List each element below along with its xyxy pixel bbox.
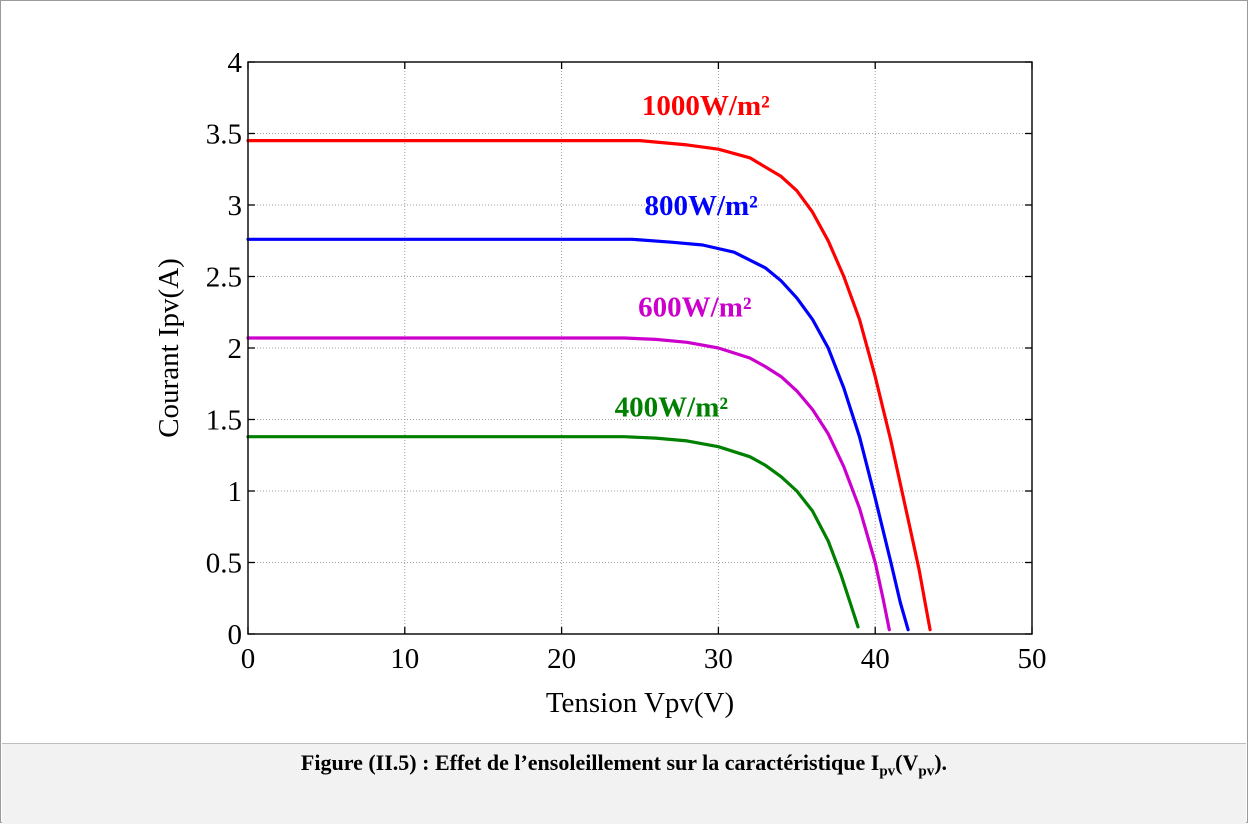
series-line-0 <box>246 139 932 632</box>
caption-middle: (V <box>895 750 919 775</box>
y-tick-label: 2 <box>228 333 243 365</box>
iv-chart: 0 10 20 30 40 50 0 0.5 1 1.5 2 2.5 3 3.5 4 Tension Vpv(… <box>153 47 1047 719</box>
y-tick-label: 0.5 <box>206 548 242 580</box>
y-tick-label: 3.5 <box>206 119 242 151</box>
y-axis-label: Courant Ipv(A) <box>153 258 185 438</box>
caption-sub1: pv <box>879 763 896 780</box>
x-tick-label: 30 <box>704 643 733 675</box>
caption-band: Figure (II.5) : Effet de l’ensoleillemen… <box>2 743 1246 824</box>
annotation-label-0: 1000W/m² <box>642 90 770 122</box>
caption-sub2: pv <box>918 763 935 780</box>
x-tick-label: 10 <box>390 643 419 675</box>
annotation-label-3: 400W/m² <box>615 392 729 424</box>
annotation-label-2: 600W/m² <box>638 292 752 324</box>
y-tick-label: 4 <box>228 47 243 79</box>
y-tick-label: 0 <box>228 619 243 651</box>
series-line-1 <box>246 237 910 632</box>
x-tick-label: 0 <box>241 643 256 675</box>
y-tick-label: 3 <box>228 190 243 222</box>
series-line-3 <box>246 435 860 629</box>
plot-background <box>248 62 1032 634</box>
y-tick-label: 1.5 <box>206 405 242 437</box>
y-tick-label: 1 <box>228 476 243 508</box>
x-tick-label: 40 <box>861 643 890 675</box>
series-line-2 <box>246 336 891 632</box>
figure-caption: Figure (II.5) : Effet de l’ensoleillemen… <box>2 750 1246 780</box>
x-tick-label: 50 <box>1018 643 1047 675</box>
annotation-label-1: 800W/m² <box>644 190 758 222</box>
x-tick-label: 20 <box>547 643 576 675</box>
x-axis-label: Tension Vpv(V) <box>546 687 734 719</box>
y-tick-label: 2.5 <box>206 262 242 294</box>
caption-prefix: Figure (II.5) : Effet de l’ensoleillemen… <box>300 750 880 775</box>
caption-suffix: ). <box>934 750 948 775</box>
chart-area: 0 10 20 30 40 50 0 0.5 1 1.5 2 2.5 3 3.5 4 Tension Vpv(… <box>2 2 1246 742</box>
